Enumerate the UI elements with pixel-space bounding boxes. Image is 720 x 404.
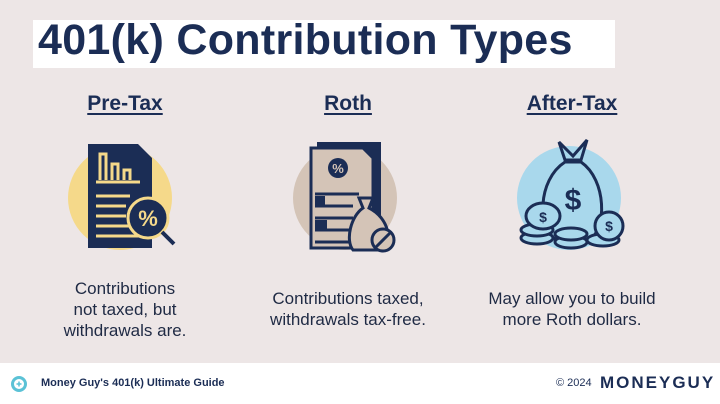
column-roth: Roth % Contributions taxed, withdrawals … [238, 92, 458, 330]
document-percent-magnifier-icon: % [60, 130, 190, 260]
document-money-bag-no-tax-icon: % [283, 130, 413, 260]
heading-after-tax: After-Tax [526, 92, 618, 115]
svg-text:$: $ [565, 184, 582, 217]
description-roth: Contributions taxed, withdrawals tax-fre… [238, 288, 458, 330]
column-after-tax: After-Tax $ $ $ May allow you to build m… [462, 92, 682, 330]
desc-line: more Roth dollars. [502, 310, 642, 329]
desc-line: withdrawals tax-free. [270, 310, 426, 329]
heading-pre-tax: Pre-Tax [87, 92, 163, 115]
page-title: 401(k) Contribution Types [38, 16, 573, 64]
chat-plus-icon [11, 376, 27, 392]
title-highlight [33, 20, 615, 68]
heading-roth: Roth [324, 92, 372, 115]
description-pre-tax: Contributions not taxed, but withdrawals… [15, 278, 235, 341]
desc-line: not taxed, but [73, 300, 177, 319]
description-after-tax: May allow you to build more Roth dollars… [462, 288, 682, 330]
svg-text:$: $ [605, 218, 613, 234]
svg-text:%: % [332, 161, 344, 176]
desc-line: Contributions taxed, [272, 289, 424, 308]
guide-title: Money Guy's 401(k) Ultimate Guide [41, 377, 225, 389]
desc-line: Contributions [74, 279, 176, 298]
desc-line: May allow you to build [488, 289, 656, 308]
footer: Money Guy's 401(k) Ultimate Guide © 2024… [0, 363, 720, 404]
column-pre-tax: Pre-Tax % Contributions not taxed, but w… [15, 92, 235, 341]
desc-line: withdrawals are. [63, 321, 187, 340]
svg-text:$: $ [539, 209, 547, 225]
copyright: © 2024 [556, 377, 592, 389]
svg-text:%: % [138, 206, 158, 231]
money-bag-coins-icon: $ $ $ [507, 130, 637, 260]
brand-logo: MONEYGUY [600, 373, 716, 392]
